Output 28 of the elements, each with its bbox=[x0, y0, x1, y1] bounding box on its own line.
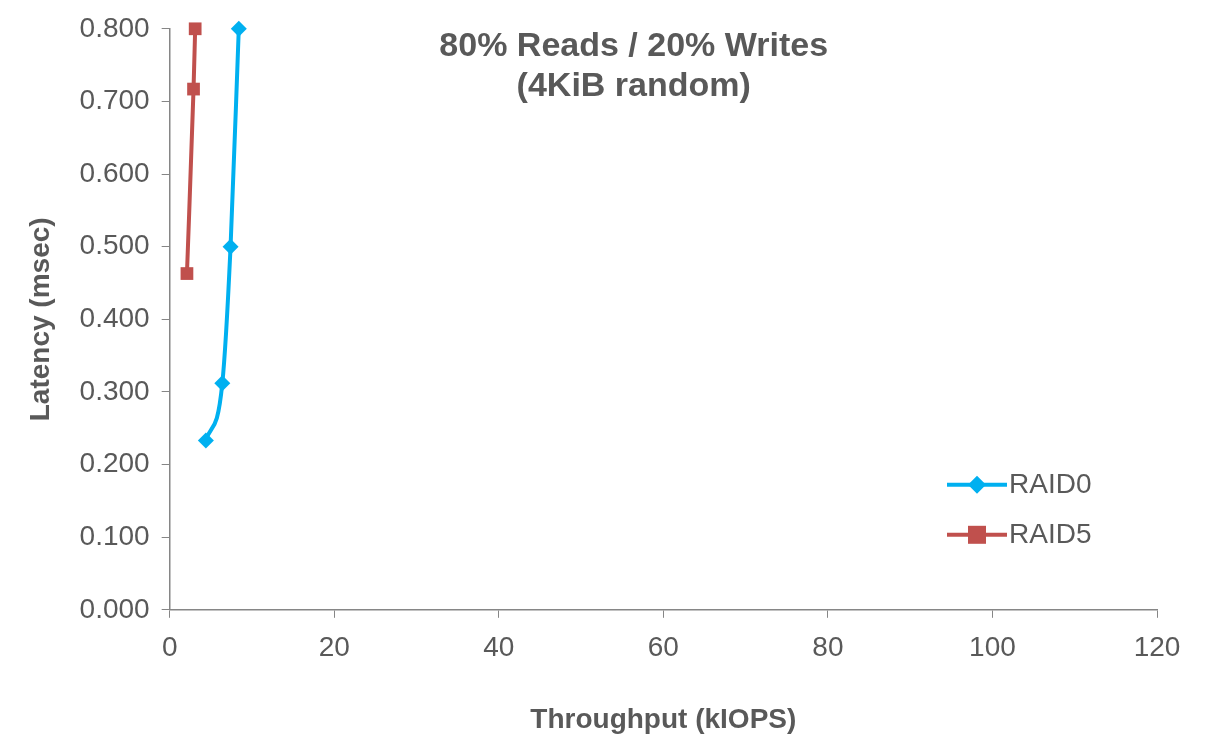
point bbox=[222, 238, 239, 255]
point bbox=[230, 20, 247, 37]
x-tick-label: 20 bbox=[318, 631, 350, 663]
x-tick-label: 60 bbox=[647, 631, 679, 663]
point bbox=[214, 375, 231, 392]
point bbox=[180, 267, 194, 280]
legend-label: RAID0 bbox=[1009, 467, 1092, 499]
x-tick-label: 40 bbox=[483, 631, 515, 663]
y-tick-label: 0.300 bbox=[79, 374, 150, 406]
point bbox=[188, 22, 202, 36]
y-tick-label: 0.500 bbox=[79, 229, 150, 261]
y-tick-label: 0.700 bbox=[79, 84, 150, 116]
x-tick-label: 100 bbox=[969, 631, 1016, 663]
x-tick-label: 120 bbox=[1133, 631, 1181, 663]
y-axis-title: Latency (msec) bbox=[23, 217, 55, 422]
x-tick-label: 0 bbox=[161, 631, 178, 663]
y-tick-label: 0.100 bbox=[79, 519, 150, 551]
y-tick-label: 0.800 bbox=[79, 11, 150, 43]
point bbox=[197, 432, 214, 449]
y-tick-label: 0.400 bbox=[79, 302, 150, 334]
point bbox=[187, 82, 200, 96]
y-tick-label: 0.200 bbox=[79, 447, 150, 479]
y-tick-label: 0.600 bbox=[79, 156, 150, 188]
text: 80% Reads / 20% Writes (4KiB random) bbox=[439, 25, 829, 104]
x-axis-title: Throughput (kIOPS) bbox=[530, 702, 797, 734]
legend-label: RAID5 bbox=[1009, 517, 1092, 549]
y-tick-label: 0.000 bbox=[79, 592, 150, 624]
x-tick-label: 80 bbox=[812, 631, 844, 663]
